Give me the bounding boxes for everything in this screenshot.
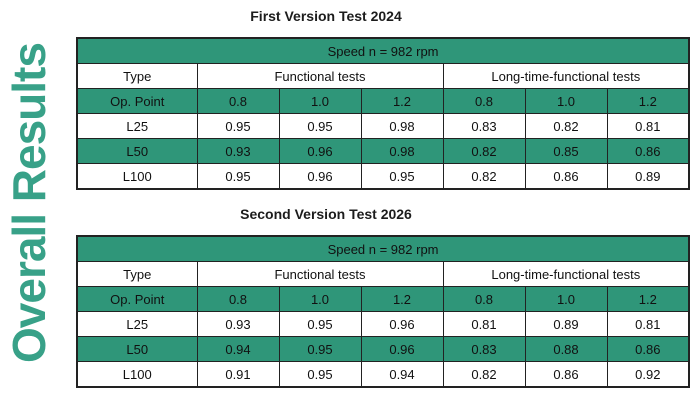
value-cell: 0.95: [278, 361, 362, 388]
op-point-value-cell: 1.2: [606, 88, 690, 114]
group-header-row: Type Functional tests Long-time-function…: [76, 261, 690, 287]
type-header-cell: Type: [76, 261, 198, 287]
value-cell: 0.96: [278, 163, 362, 190]
value-cell: 0.94: [196, 336, 280, 362]
value-cell: 0.86: [524, 361, 608, 388]
second-table-title: Second Version Test 2026: [240, 206, 412, 222]
op-point-value-cell: 1.2: [606, 286, 690, 312]
op-point-value-cell: 0.8: [442, 88, 526, 114]
value-cell: 0.82: [442, 361, 526, 388]
op-point-value-cell: 0.8: [196, 286, 280, 312]
op-point-value-cell: 0.8: [196, 88, 280, 114]
row-label-cell: L25: [76, 311, 198, 337]
value-cell: 0.98: [360, 138, 444, 164]
functional-tests-header-cell: Functional tests: [196, 63, 444, 89]
value-cell: 0.91: [196, 361, 280, 388]
speed-header-row: Speed n = 982 rpm: [76, 37, 690, 64]
value-cell: 0.81: [606, 311, 690, 337]
long-time-tests-header-cell: Long-time-functional tests: [442, 63, 690, 89]
value-cell: 0.98: [360, 113, 444, 139]
op-point-label-cell: Op. Point: [76, 88, 198, 114]
value-cell: 0.95: [196, 163, 280, 190]
op-point-value-cell: 1.0: [278, 88, 362, 114]
value-cell: 0.93: [196, 138, 280, 164]
value-cell: 0.89: [524, 311, 608, 337]
table-row: L100 0.95 0.96 0.95 0.82 0.86 0.89: [76, 163, 690, 190]
op-point-label-cell: Op. Point: [76, 286, 198, 312]
value-cell: 0.85: [524, 138, 608, 164]
table-row: L100 0.91 0.95 0.94 0.82 0.86 0.92: [76, 361, 690, 388]
op-point-value-cell: 1.0: [524, 286, 608, 312]
value-cell: 0.93: [196, 311, 280, 337]
value-cell: 0.86: [524, 163, 608, 190]
type-header-cell: Type: [76, 63, 198, 89]
group-header-row: Type Functional tests Long-time-function…: [76, 63, 690, 89]
second-results-table: Speed n = 982 rpm Type Functional tests …: [76, 235, 691, 388]
value-cell: 0.83: [442, 336, 526, 362]
value-cell: 0.96: [278, 138, 362, 164]
value-cell: 0.82: [442, 138, 526, 164]
value-cell: 0.95: [278, 311, 362, 337]
speed-header-cell: Speed n = 982 rpm: [76, 235, 690, 262]
value-cell: 0.92: [606, 361, 690, 388]
row-label-cell: L50: [76, 336, 198, 362]
value-cell: 0.95: [196, 113, 280, 139]
value-cell: 0.96: [360, 336, 444, 362]
row-label-cell: L100: [76, 361, 198, 388]
row-label-cell: L25: [76, 113, 198, 139]
value-cell: 0.95: [278, 113, 362, 139]
op-point-value-cell: 1.2: [360, 286, 444, 312]
value-cell: 0.81: [442, 311, 526, 337]
table-row: L25 0.95 0.95 0.98 0.83 0.82 0.81: [76, 113, 690, 139]
row-label-cell: L100: [76, 163, 198, 190]
value-cell: 0.83: [442, 113, 526, 139]
value-cell: 0.82: [524, 113, 608, 139]
value-cell: 0.82: [442, 163, 526, 190]
value-cell: 0.81: [606, 113, 690, 139]
first-table-title: First Version Test 2024: [250, 8, 402, 24]
op-point-value-cell: 0.8: [442, 286, 526, 312]
op-point-value-cell: 1.0: [524, 88, 608, 114]
op-point-value-cell: 1.0: [278, 286, 362, 312]
table-row: L25 0.93 0.95 0.96 0.81 0.89 0.81: [76, 311, 690, 337]
overall-results-vertical-title: Overall Results: [3, 43, 55, 363]
value-cell: 0.88: [524, 336, 608, 362]
value-cell: 0.86: [606, 336, 690, 362]
value-cell: 0.95: [360, 163, 444, 190]
row-label-cell: L50: [76, 138, 198, 164]
long-time-tests-header-cell: Long-time-functional tests: [442, 261, 690, 287]
speed-header-row: Speed n = 982 rpm: [76, 235, 690, 262]
value-cell: 0.94: [360, 361, 444, 388]
op-point-row: Op. Point 0.8 1.0 1.2 0.8 1.0 1.2: [76, 88, 690, 114]
value-cell: 0.89: [606, 163, 690, 190]
value-cell: 0.86: [606, 138, 690, 164]
functional-tests-header-cell: Functional tests: [196, 261, 444, 287]
first-results-table: Speed n = 982 rpm Type Functional tests …: [76, 37, 691, 190]
op-point-row: Op. Point 0.8 1.0 1.2 0.8 1.0 1.2: [76, 286, 690, 312]
speed-header-cell: Speed n = 982 rpm: [76, 37, 690, 64]
value-cell: 0.96: [360, 311, 444, 337]
op-point-value-cell: 1.2: [360, 88, 444, 114]
value-cell: 0.95: [278, 336, 362, 362]
table-row: L50 0.93 0.96 0.98 0.82 0.85 0.86: [76, 138, 690, 164]
table-row: L50 0.94 0.95 0.96 0.83 0.88 0.86: [76, 336, 690, 362]
